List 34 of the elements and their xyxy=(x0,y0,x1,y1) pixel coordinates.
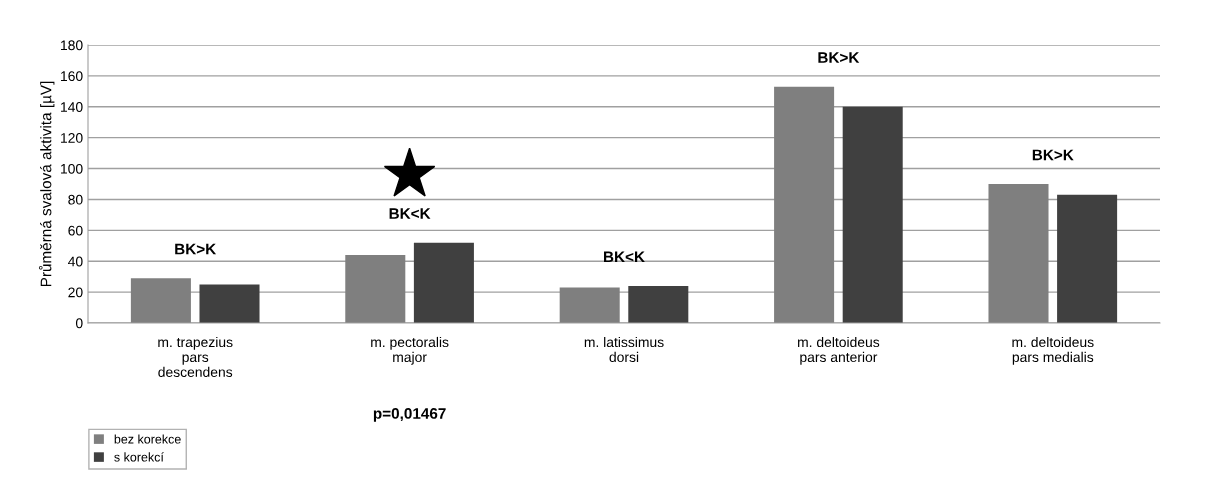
bar xyxy=(842,106,903,323)
y-axis-title: Průměrná svalová aktivita [µV] xyxy=(38,81,55,287)
y-tick-label: 80 xyxy=(68,194,83,205)
bar xyxy=(345,255,406,323)
y-tick-label: 160 xyxy=(61,71,83,82)
x-tick-label: m. trapezius pars descendens xyxy=(158,336,233,378)
y-tick-label: 140 xyxy=(61,102,83,112)
x-tick-label: m. pectoralis major xyxy=(371,336,449,365)
y-tick-label: 20 xyxy=(68,287,83,298)
y-tick-label: 0 xyxy=(75,318,83,329)
y-tick-label: 100 xyxy=(61,163,83,174)
x-tick-label: m. latissimus dorsi xyxy=(584,336,664,363)
bar xyxy=(988,184,1049,323)
bar xyxy=(199,284,260,323)
y-tick-label: 120 xyxy=(61,133,83,143)
bar xyxy=(774,86,835,323)
x-tick-label: m. deltoideus pars anterior xyxy=(798,336,880,365)
bar xyxy=(413,242,474,323)
y-tick-label: 60 xyxy=(68,225,83,236)
annotation: BK>K xyxy=(1032,149,1074,161)
annotation: BK<K xyxy=(604,251,645,263)
annotation: BK<K xyxy=(389,208,431,219)
legend-label: bez korekce xyxy=(114,434,181,444)
annotation: BK>K xyxy=(175,243,217,255)
y-tick-label: 180 xyxy=(61,40,83,51)
legend-label: s korekcí xyxy=(114,452,164,462)
x-tick-label: m. deltoideus pars medialis xyxy=(1012,336,1094,365)
bar xyxy=(130,278,191,323)
y-tick-label: 40 xyxy=(68,256,83,267)
bar xyxy=(1057,194,1118,323)
bar xyxy=(559,287,620,323)
bar xyxy=(628,285,689,323)
annotation: BK>K xyxy=(818,52,860,63)
text: p=0,01467 xyxy=(373,408,446,422)
